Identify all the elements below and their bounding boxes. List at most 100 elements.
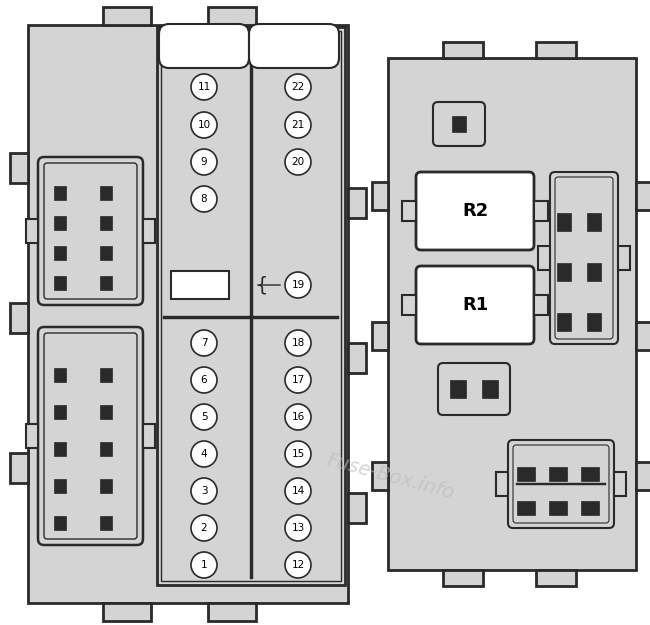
- Text: R1: R1: [462, 296, 488, 314]
- Text: 20: 20: [291, 157, 305, 167]
- Bar: [100, 479, 112, 493]
- Text: 17: 17: [291, 375, 305, 385]
- Circle shape: [191, 367, 217, 393]
- Bar: [54, 216, 66, 230]
- Text: 16: 16: [291, 412, 305, 422]
- Bar: [450, 380, 466, 398]
- Bar: [28, 25, 348, 603]
- Text: 21: 21: [291, 120, 305, 130]
- Bar: [557, 263, 571, 281]
- Bar: [534, 295, 548, 315]
- Bar: [54, 246, 66, 260]
- FancyBboxPatch shape: [433, 102, 485, 146]
- Text: 11: 11: [198, 82, 211, 92]
- Text: R2: R2: [462, 202, 488, 220]
- Circle shape: [191, 552, 217, 578]
- Text: 18: 18: [291, 338, 305, 348]
- Bar: [443, 570, 483, 586]
- Text: 15: 15: [291, 449, 305, 459]
- Bar: [587, 313, 601, 331]
- Text: 22: 22: [291, 82, 305, 92]
- Bar: [100, 276, 112, 290]
- Text: 2: 2: [201, 523, 207, 533]
- Circle shape: [285, 272, 311, 298]
- Text: 5: 5: [201, 412, 207, 422]
- Bar: [549, 501, 567, 515]
- Bar: [536, 570, 576, 586]
- Bar: [10, 453, 28, 483]
- Bar: [517, 501, 535, 515]
- Circle shape: [285, 404, 311, 430]
- Bar: [26, 424, 38, 448]
- FancyBboxPatch shape: [438, 363, 510, 415]
- Bar: [372, 322, 388, 350]
- Bar: [100, 216, 112, 230]
- Bar: [348, 188, 366, 218]
- Text: 6: 6: [201, 375, 207, 385]
- Bar: [636, 462, 650, 490]
- Text: 13: 13: [291, 523, 305, 533]
- Bar: [581, 501, 599, 515]
- Circle shape: [191, 149, 217, 175]
- Bar: [516, 483, 606, 485]
- Bar: [100, 368, 112, 382]
- Bar: [100, 186, 112, 200]
- Bar: [517, 467, 535, 481]
- Bar: [54, 442, 66, 456]
- Bar: [143, 219, 155, 243]
- Bar: [100, 405, 112, 419]
- Circle shape: [285, 330, 311, 356]
- Bar: [10, 153, 28, 183]
- Bar: [402, 201, 416, 221]
- Bar: [534, 201, 548, 221]
- Circle shape: [191, 330, 217, 356]
- Circle shape: [285, 112, 311, 138]
- Bar: [614, 472, 626, 496]
- FancyBboxPatch shape: [159, 24, 249, 68]
- FancyBboxPatch shape: [555, 177, 613, 339]
- Text: 9: 9: [201, 157, 207, 167]
- Bar: [26, 219, 38, 243]
- Text: 1: 1: [201, 560, 207, 570]
- Bar: [636, 322, 650, 350]
- Bar: [103, 603, 151, 621]
- Text: {: {: [256, 276, 268, 294]
- FancyBboxPatch shape: [249, 24, 339, 68]
- Bar: [538, 246, 550, 270]
- Bar: [54, 276, 66, 290]
- Bar: [372, 182, 388, 210]
- Circle shape: [285, 478, 311, 504]
- FancyBboxPatch shape: [416, 172, 534, 250]
- Text: Fuse-Box.info: Fuse-Box.info: [324, 451, 456, 503]
- FancyBboxPatch shape: [508, 440, 614, 528]
- Bar: [54, 186, 66, 200]
- Bar: [100, 516, 112, 530]
- Bar: [482, 380, 498, 398]
- Bar: [208, 603, 256, 621]
- Bar: [581, 467, 599, 481]
- Bar: [163, 316, 339, 319]
- Text: 3: 3: [201, 486, 207, 496]
- Bar: [208, 7, 256, 25]
- Circle shape: [191, 515, 217, 541]
- Bar: [161, 31, 341, 581]
- Bar: [618, 246, 630, 270]
- Circle shape: [191, 404, 217, 430]
- Bar: [348, 343, 366, 373]
- Text: 14: 14: [291, 486, 305, 496]
- Bar: [388, 58, 636, 570]
- Bar: [10, 303, 28, 333]
- FancyBboxPatch shape: [416, 266, 534, 344]
- Bar: [402, 295, 416, 315]
- Bar: [250, 33, 252, 579]
- Bar: [348, 493, 366, 523]
- FancyBboxPatch shape: [38, 157, 143, 305]
- Bar: [549, 467, 567, 481]
- Circle shape: [285, 515, 311, 541]
- Circle shape: [191, 441, 217, 467]
- Bar: [171, 271, 229, 299]
- Text: 8: 8: [201, 194, 207, 204]
- Bar: [636, 182, 650, 210]
- Bar: [443, 42, 483, 58]
- Text: 19: 19: [291, 280, 305, 290]
